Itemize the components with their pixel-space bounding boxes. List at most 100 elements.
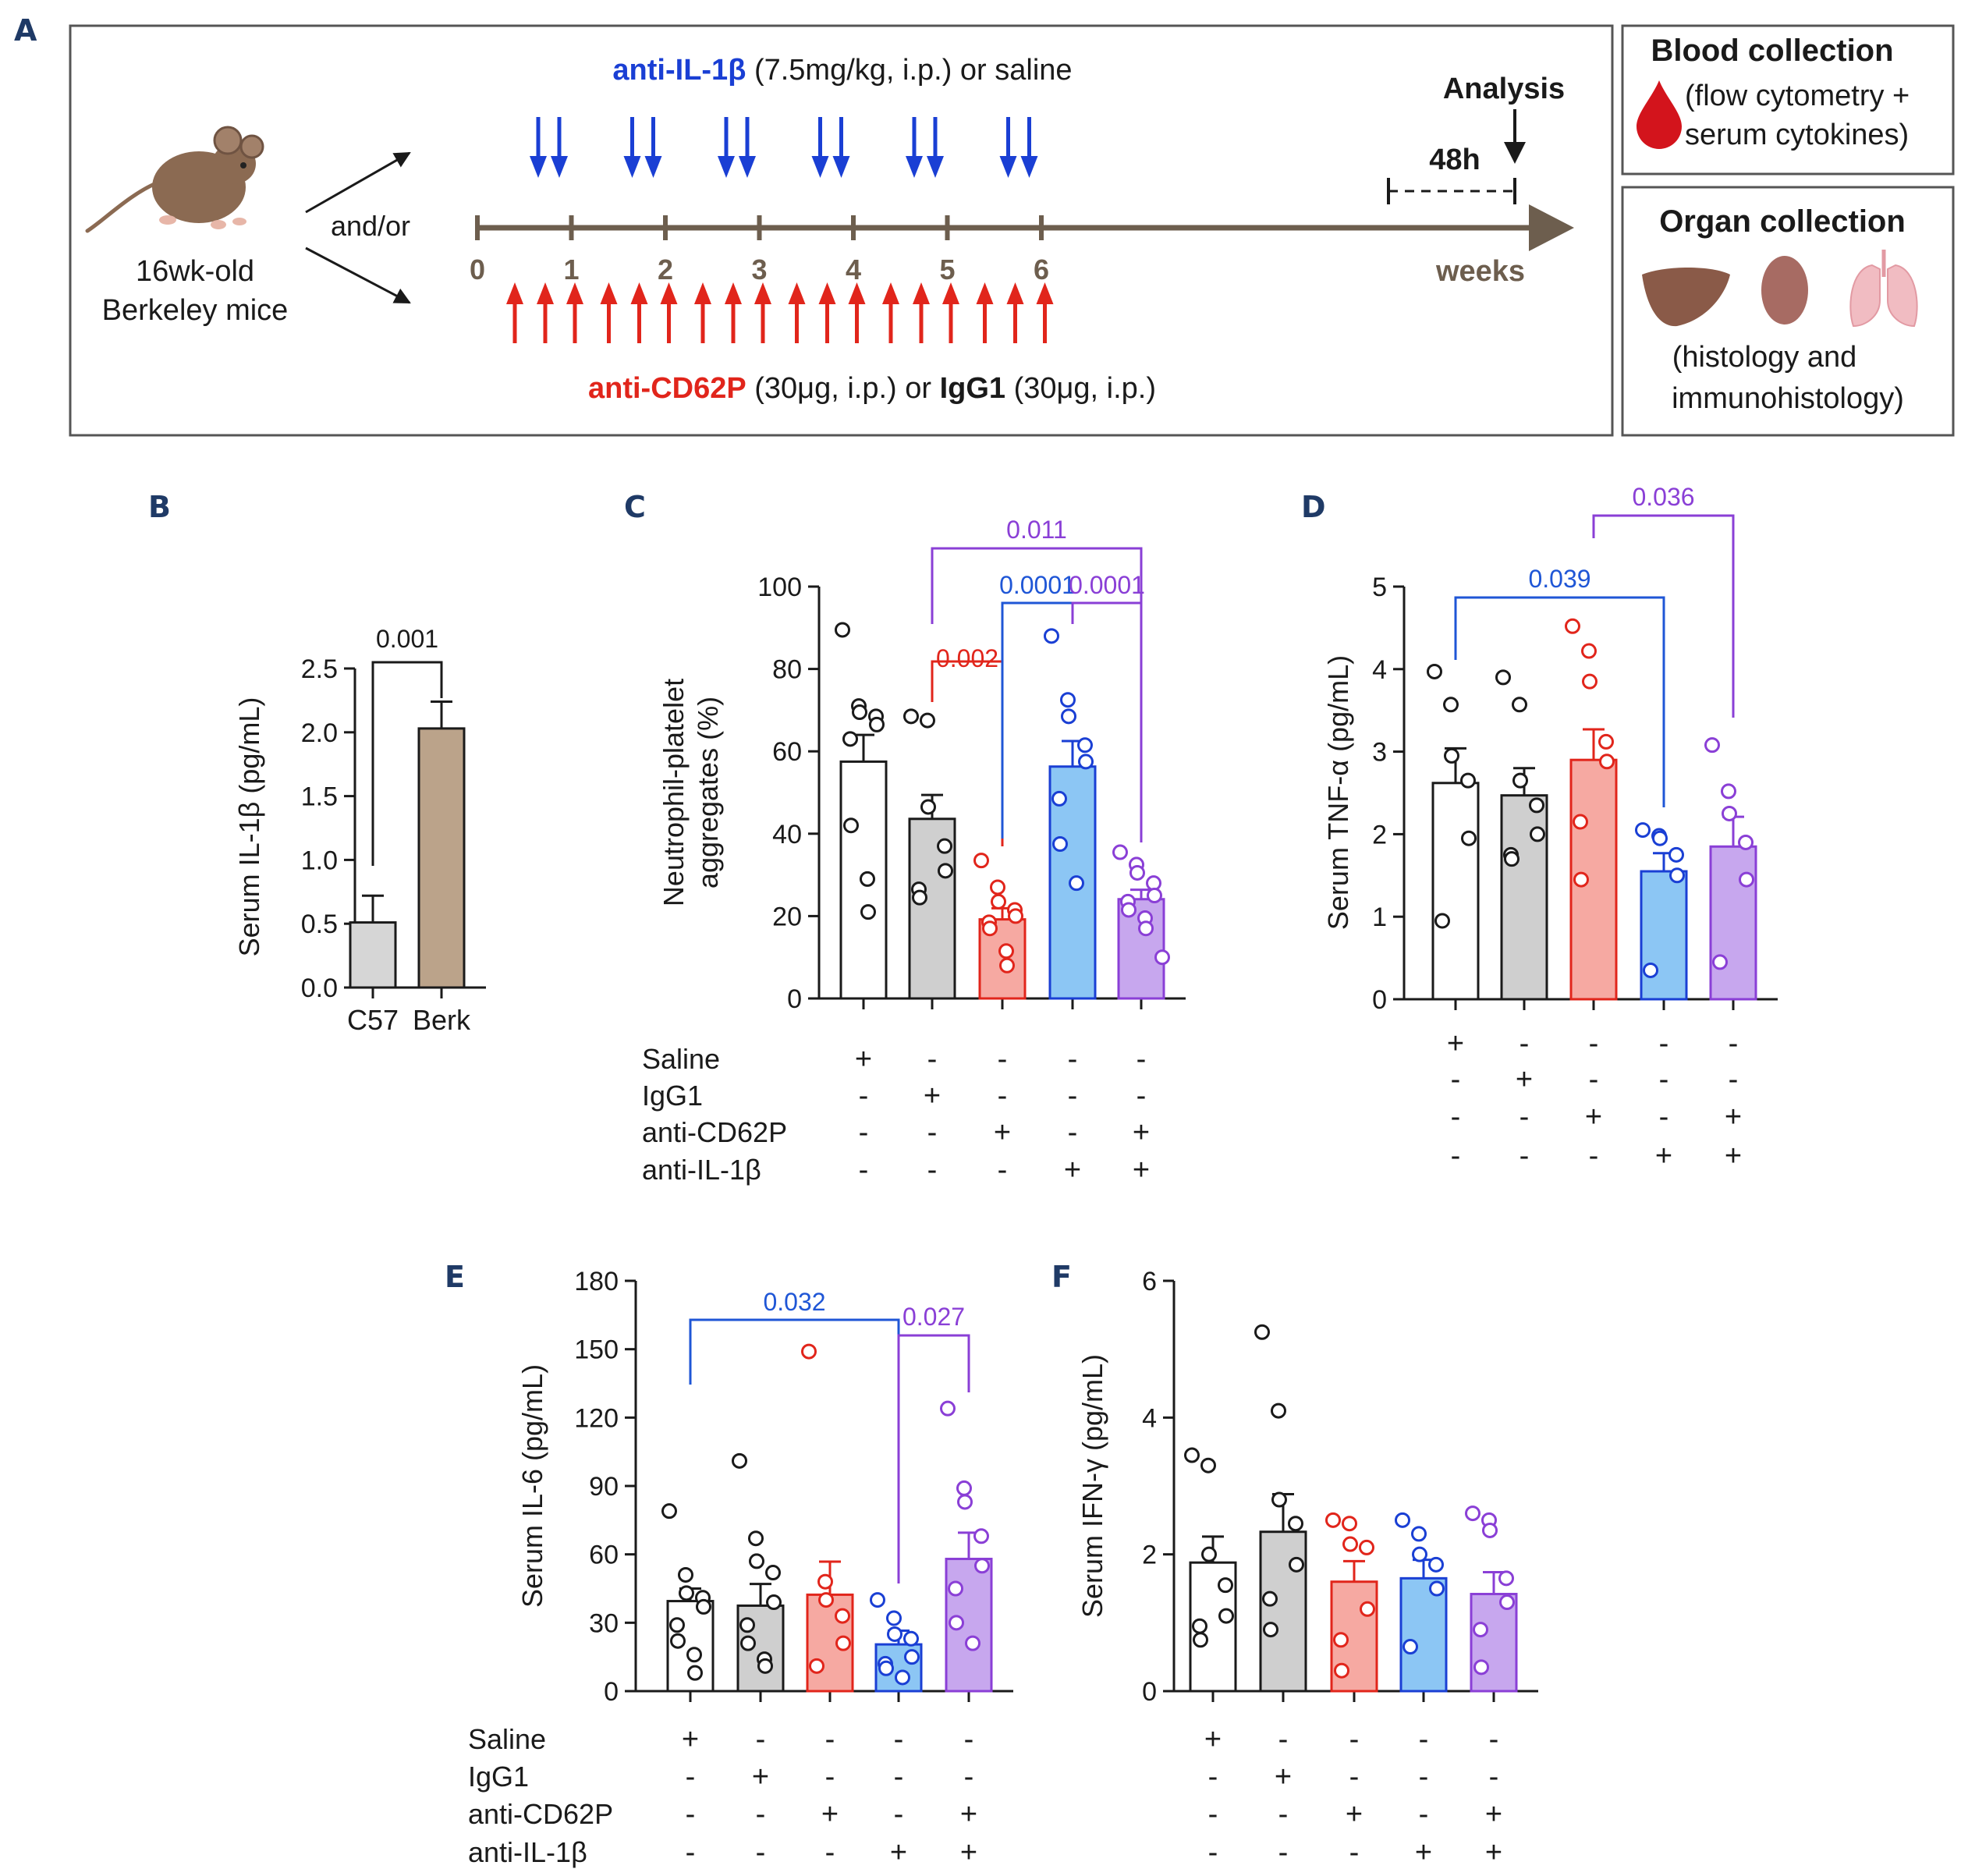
week-label-3: 3 bbox=[751, 254, 767, 285]
treatment-sign-e: - bbox=[894, 1723, 904, 1756]
y-axis-label-b: Serum IL-1β (pg/mL) bbox=[233, 697, 265, 957]
data-point-d bbox=[1581, 643, 1597, 659]
bar-f bbox=[1399, 1576, 1448, 1693]
treatment-sign-e: - bbox=[894, 1798, 904, 1831]
data-point-d bbox=[1582, 673, 1598, 690]
significance-bracket-d bbox=[1592, 514, 1735, 718]
data-point-c bbox=[982, 920, 998, 937]
data-point-f bbox=[1289, 1556, 1304, 1573]
data-point-c bbox=[1077, 737, 1093, 754]
treatment-sign-d: - bbox=[1729, 1027, 1739, 1060]
data-point-f bbox=[1200, 1457, 1216, 1473]
treatment-sign-e: - bbox=[825, 1761, 835, 1793]
cd62p-label-end: (30μg, i.p.) bbox=[1005, 372, 1156, 405]
treatment-sign-e: - bbox=[964, 1723, 974, 1756]
y-tick-label-e: 0 bbox=[604, 1677, 619, 1707]
data-point-e bbox=[904, 1649, 920, 1665]
data-point-f bbox=[1412, 1546, 1427, 1562]
blood-collection-text-1: (flow cytometry + bbox=[1685, 80, 1910, 112]
data-point-d bbox=[1668, 846, 1684, 863]
il1b-dose-arrow-head bbox=[739, 156, 756, 178]
treatment-sign-f: - bbox=[1349, 1836, 1360, 1869]
data-point-d bbox=[1599, 754, 1615, 770]
week-label-1: 1 bbox=[563, 254, 579, 285]
data-point-f bbox=[1184, 1447, 1200, 1463]
data-point-c bbox=[1061, 708, 1076, 725]
data-point-c bbox=[1154, 949, 1170, 966]
panel-letter-a: A bbox=[14, 13, 37, 48]
y-tick-label-f: 6 bbox=[1142, 1267, 1157, 1296]
data-point-f bbox=[1263, 1622, 1278, 1638]
data-point-f bbox=[1334, 1662, 1349, 1679]
data-point-d bbox=[1512, 772, 1528, 789]
data-point-f bbox=[1218, 1608, 1234, 1624]
data-point-c bbox=[1121, 902, 1137, 918]
data-point-c bbox=[920, 799, 936, 815]
bar-f bbox=[1259, 1530, 1307, 1693]
data-point-f bbox=[1192, 1618, 1207, 1634]
cd62p-dose-arrow-head bbox=[694, 282, 711, 304]
y-tick-label-c: 40 bbox=[772, 820, 802, 849]
significance-bracket-c bbox=[931, 547, 1143, 624]
y-tick-label-d: 3 bbox=[1372, 738, 1387, 768]
panel-a: A 16wk-old Berkeley mice and/or anti-IL-… bbox=[14, 13, 1955, 437]
data-point-c bbox=[860, 871, 875, 887]
blood-collection-title: Blood collection bbox=[1651, 34, 1893, 68]
data-point-e bbox=[687, 1665, 703, 1681]
treatment-sign-f: - bbox=[1489, 1723, 1499, 1756]
data-point-c bbox=[920, 712, 935, 729]
category-label-b: C57 bbox=[347, 1004, 399, 1036]
data-point-e bbox=[870, 1592, 885, 1608]
liver-icon bbox=[1642, 268, 1730, 327]
cd62p-dose-arrow-head bbox=[537, 282, 554, 304]
treatment-sign-d: - bbox=[1659, 1027, 1669, 1060]
data-point-d bbox=[1444, 747, 1459, 764]
data-point-e bbox=[878, 1660, 894, 1676]
data-point-f bbox=[1499, 1594, 1515, 1611]
y-axis-label-d: Serum TNF-α (pg/mL) bbox=[1322, 655, 1354, 930]
blood-collection-text-2: serum cytokines) bbox=[1685, 119, 1909, 151]
data-point-f bbox=[1498, 1570, 1514, 1587]
data-point-d bbox=[1443, 697, 1459, 713]
cd62p-dose-arrow-head bbox=[506, 282, 523, 304]
organ-collection-box bbox=[1621, 186, 1955, 437]
treatment-sign-f: - bbox=[1208, 1836, 1218, 1869]
data-point-c bbox=[1138, 920, 1154, 937]
data-point-f bbox=[1342, 1516, 1357, 1532]
data-point-c bbox=[1129, 864, 1145, 881]
data-point-d bbox=[1573, 871, 1589, 888]
y-tick-label-e: 150 bbox=[574, 1335, 619, 1365]
p-value-label-c: 0.0001 bbox=[999, 571, 1076, 599]
data-point-f bbox=[1482, 1522, 1498, 1538]
treatment-sign-e: + bbox=[682, 1723, 699, 1756]
treatment-sign-f: + bbox=[1204, 1723, 1222, 1756]
cd62p-dose-arrow-head bbox=[600, 282, 618, 304]
data-point-e bbox=[748, 1530, 764, 1547]
data-point-e bbox=[801, 1343, 817, 1360]
data-point-d bbox=[1739, 871, 1754, 888]
y-tick-label-e: 180 bbox=[574, 1267, 619, 1296]
panel-e: E 0 30 60 90 120 150 180 Serum IL-6 (pg/mL) 0.032… bbox=[445, 1260, 1013, 1869]
significance-bracket-e bbox=[689, 1318, 900, 1583]
blood-drop-icon bbox=[1637, 80, 1682, 149]
treatment-sign-f: + bbox=[1346, 1798, 1363, 1831]
treatment-sign-d: - bbox=[1451, 1101, 1461, 1133]
treatment-sign-d: - bbox=[1589, 1140, 1599, 1172]
p-value-label-e: 0.032 bbox=[763, 1288, 825, 1316]
mouse-icon bbox=[85, 126, 264, 233]
treatment-sign-f: - bbox=[1208, 1761, 1218, 1793]
significance-bracket-e bbox=[897, 1334, 970, 1583]
treatment-row-label-c: Saline bbox=[642, 1043, 720, 1075]
treatment-sign-c: - bbox=[1068, 1043, 1078, 1076]
data-point-d bbox=[1722, 805, 1737, 821]
treatment-sign-f: + bbox=[1415, 1836, 1432, 1869]
data-point-e bbox=[957, 1494, 973, 1510]
timeline-box bbox=[69, 24, 1614, 437]
data-point-c bbox=[1112, 844, 1128, 860]
cd62p-dose-arrow-head bbox=[913, 282, 930, 304]
data-point-f bbox=[1360, 1601, 1375, 1617]
treatment-sign-d: - bbox=[1589, 1063, 1599, 1096]
cd62p-dose-arrow-head bbox=[1006, 282, 1024, 304]
